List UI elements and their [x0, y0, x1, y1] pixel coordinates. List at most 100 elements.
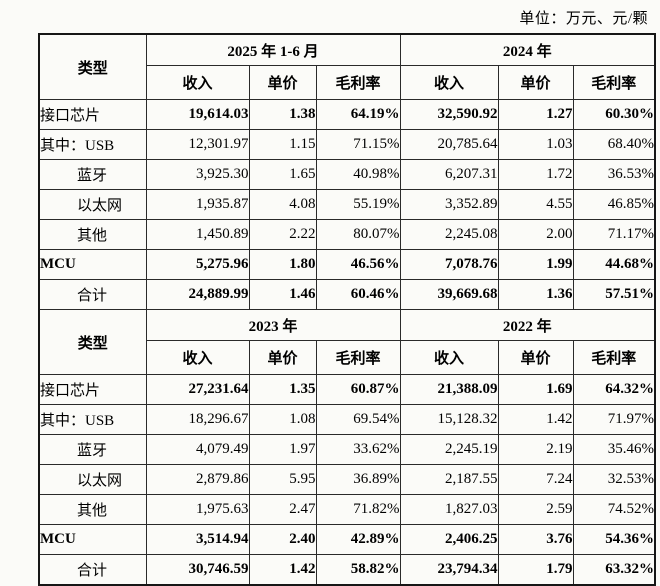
unit-price-cell: 2.59 — [497, 494, 574, 525]
unit-price-cell: 4.08 — [248, 189, 317, 220]
gross-margin-cell: 36.53% — [572, 159, 656, 190]
unit-price-cell: 2.47 — [248, 494, 317, 525]
financial-table: 类型 2025 年 1-6 月 2024 年收入 单价 毛利率 收入 单价 毛利率 接口芯片 19… — [38, 33, 657, 586]
revenue-cell: 2,245.08 — [399, 219, 499, 250]
gross-margin-cell: 68.40% — [572, 129, 656, 160]
row-label: 接口芯片 — [38, 99, 147, 130]
column-header-gross-margin: 毛利率 — [572, 340, 656, 375]
revenue-cell: 1,827.03 — [399, 494, 499, 525]
column-header-unit-price: 单价 — [248, 340, 317, 375]
gross-margin-cell: 58.82% — [315, 554, 401, 586]
column-header-gross-margin: 毛利率 — [572, 65, 656, 100]
column-header-unit-price: 单价 — [248, 65, 317, 100]
table-row: 其他 1,450.89 2.22 80.07% 2,245.08 2.00 71.17% — [38, 219, 656, 250]
row-label: 以太网 — [38, 464, 147, 495]
revenue-cell: 20,785.64 — [399, 129, 499, 160]
gross-margin-cell: 55.19% — [315, 189, 401, 220]
row-label: 合计 — [38, 279, 147, 310]
revenue-cell: 39,669.68 — [399, 279, 499, 310]
gross-margin-cell: 60.87% — [315, 374, 401, 405]
unit-price-cell: 2.22 — [248, 219, 317, 250]
unit-price-cell: 1.80 — [248, 249, 317, 280]
unit-price-cell: 2.00 — [497, 219, 574, 250]
column-header-gross-margin: 毛利率 — [315, 340, 401, 375]
gross-margin-cell: 80.07% — [315, 219, 401, 250]
column-header-unit-price: 单价 — [497, 65, 574, 100]
table-row: 其中：USB 12,301.97 1.15 71.15% 20,785.64 1.03 68… — [38, 129, 656, 160]
unit-price-cell: 2.19 — [497, 434, 574, 465]
unit-price-cell: 1.65 — [248, 159, 317, 190]
table-row: 接口芯片 27,231.64 1.35 60.87% 21,388.09 1.69 64.3… — [38, 374, 656, 405]
row-label: 其他 — [38, 219, 147, 250]
gross-margin-cell: 64.19% — [315, 99, 401, 130]
unit-price-cell: 1.46 — [248, 279, 317, 310]
period-header-row: 类型 2025 年 1-6 月 2024 年 — [38, 33, 656, 100]
table-row: 其中：USB 18,296.67 1.08 69.54% 15,128.32 1.42 71… — [38, 404, 656, 435]
revenue-cell: 3,514.94 — [145, 524, 250, 555]
unit-price-cell: 1.69 — [497, 374, 574, 405]
row-label: 蓝牙 — [38, 434, 147, 465]
revenue-cell: 1,935.87 — [145, 189, 250, 220]
revenue-cell: 18,296.67 — [145, 404, 250, 435]
period-header: 2023 年 — [145, 309, 401, 341]
gross-margin-cell: 46.56% — [315, 249, 401, 280]
unit-price-cell: 1.35 — [248, 374, 317, 405]
revenue-cell: 2,406.25 — [399, 524, 499, 555]
table-row: MCU 3,514.94 2.40 42.89% 2,406.25 3.76 54.36% — [38, 524, 656, 555]
unit-note: 单位：万元、元/颗 — [519, 11, 648, 27]
row-label: MCU — [38, 249, 147, 280]
revenue-cell: 2,879.86 — [145, 464, 250, 495]
revenue-cell: 1,975.63 — [145, 494, 250, 525]
unit-price-cell: 1.42 — [497, 404, 574, 435]
revenue-cell: 2,187.55 — [399, 464, 499, 495]
column-header-revenue: 收入 — [145, 340, 250, 375]
gross-margin-cell: 74.52% — [572, 494, 656, 525]
gross-margin-cell: 54.36% — [572, 524, 656, 555]
period-header: 2025 年 1-6 月 — [145, 33, 401, 66]
column-header-gross-margin: 毛利率 — [315, 65, 401, 100]
column-header-revenue: 收入 — [399, 65, 499, 100]
row-label: 其他 — [38, 494, 147, 525]
gross-margin-cell: 46.85% — [572, 189, 656, 220]
column-header-revenue: 收入 — [399, 340, 499, 375]
gross-margin-cell: 40.98% — [315, 159, 401, 190]
revenue-cell: 27,231.64 — [145, 374, 250, 405]
type-column-header: 类型 — [38, 309, 147, 375]
unit-price-cell: 1.42 — [248, 554, 317, 586]
column-header-revenue: 收入 — [145, 65, 250, 100]
revenue-cell: 2,245.19 — [399, 434, 499, 465]
gross-margin-cell: 71.17% — [572, 219, 656, 250]
row-label: 合计 — [38, 554, 147, 586]
gross-margin-cell: 71.15% — [315, 129, 401, 160]
gross-margin-cell: 57.51% — [572, 279, 656, 310]
revenue-cell: 21,388.09 — [399, 374, 499, 405]
revenue-cell: 15,128.32 — [399, 404, 499, 435]
revenue-cell: 5,275.96 — [145, 249, 250, 280]
unit-price-cell: 1.03 — [497, 129, 574, 160]
gross-margin-cell: 35.46% — [572, 434, 656, 465]
table-row: 接口芯片 19,614.03 1.38 64.19% 32,590.92 1.27 60.3… — [38, 99, 656, 130]
row-label: 接口芯片 — [38, 374, 147, 405]
period-header-row: 类型 2023 年 2022 年 — [38, 309, 656, 375]
gross-margin-cell: 36.89% — [315, 464, 401, 495]
revenue-cell: 32,590.92 — [399, 99, 499, 130]
gross-margin-cell: 33.62% — [315, 434, 401, 465]
row-label: MCU — [38, 524, 147, 555]
gross-margin-cell: 71.82% — [315, 494, 401, 525]
unit-price-cell: 7.24 — [497, 464, 574, 495]
gross-margin-cell: 63.32% — [572, 554, 656, 586]
unit-price-cell: 1.79 — [497, 554, 574, 586]
revenue-cell: 4,079.49 — [145, 434, 250, 465]
table-row: 以太网 2,879.86 5.95 36.89% 2,187.55 7.24 32.53% — [38, 464, 656, 495]
unit-price-cell: 1.99 — [497, 249, 574, 280]
revenue-cell: 24,889.99 — [145, 279, 250, 310]
row-label: 其中：USB — [38, 404, 147, 435]
table-row: 蓝牙 3,925.30 1.65 40.98% 6,207.31 1.72 36.53% — [38, 159, 656, 190]
revenue-cell: 7,078.76 — [399, 249, 499, 280]
unit-price-cell: 5.95 — [248, 464, 317, 495]
row-label: 以太网 — [38, 189, 147, 220]
table-row: 蓝牙 4,079.49 1.97 33.62% 2,245.19 2.19 35.46% — [38, 434, 656, 465]
revenue-cell: 30,746.59 — [145, 554, 250, 586]
row-label: 蓝牙 — [38, 159, 147, 190]
unit-price-cell: 2.40 — [248, 524, 317, 555]
